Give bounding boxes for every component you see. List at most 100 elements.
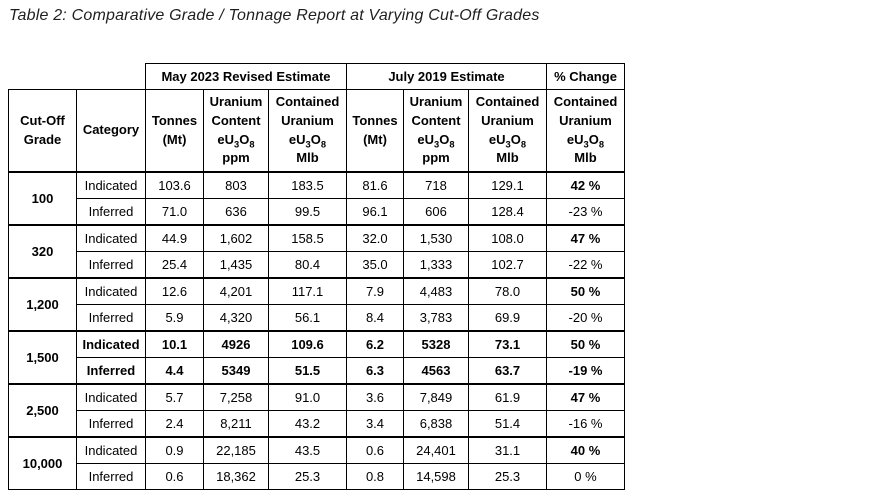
- data-cell: 3,783: [403, 304, 469, 332]
- data-cell: 606: [403, 198, 469, 226]
- table-row: 1,500 Indicated 10.1 4926 109.6 6.2 5328 73.1 50…: [8, 330, 625, 385]
- data-cell: 109.6: [268, 330, 347, 358]
- data-cell: 14,598: [403, 463, 469, 490]
- data-cell: 25.4: [145, 251, 204, 279]
- data-cell: 129.1: [468, 171, 547, 199]
- column-group-header: May 2023 Revised Estimate: [145, 63, 347, 90]
- table-row: 100 Indicated 103.6 803 183.5 81.6 718 129.1 42 …: [8, 171, 625, 226]
- cutoff-grade-cell: 320: [8, 224, 77, 279]
- data-cell: 32.0: [346, 224, 404, 252]
- data-cell: 3.4: [346, 410, 404, 438]
- category-cell: Inferred: [76, 410, 146, 438]
- data-cell: 158.5: [268, 224, 347, 252]
- data-cell: 61.9: [468, 383, 547, 411]
- data-cell: 99.5: [268, 198, 347, 226]
- data-cell: 71.0: [145, 198, 204, 226]
- data-cell: 63.7: [468, 357, 547, 385]
- data-cell: 51.4: [468, 410, 547, 438]
- data-cell: 18,362: [203, 463, 269, 490]
- data-cell: 4563: [403, 357, 469, 385]
- table-body: 100 Indicated 103.6 803 183.5 81.6 718 129.1 42 …: [8, 171, 625, 490]
- data-cell: 8,211: [203, 410, 269, 438]
- column-group-header: July 2019 Estimate: [346, 63, 547, 90]
- data-cell: 69.9: [468, 304, 547, 332]
- percent-change-cell: -16 %: [546, 410, 625, 438]
- data-cell: 1,530: [403, 224, 469, 252]
- data-cell: 35.0: [346, 251, 404, 279]
- data-cell: 78.0: [468, 277, 547, 305]
- table-row: 320 Indicated 44.9 1,602 158.5 32.0 1,530 108.0…: [8, 224, 625, 279]
- data-cell: 3.6: [346, 383, 404, 411]
- percent-change-cell: 50 %: [546, 330, 625, 358]
- data-cell: 4,483: [403, 277, 469, 305]
- data-cell: 102.7: [468, 251, 547, 279]
- header-spacer: [8, 63, 146, 90]
- category-cell: Indicated: [76, 436, 146, 464]
- table-head: May 2023 Revised Estimate July 2019 Estim…: [8, 63, 625, 173]
- column-group-header: % Change: [546, 63, 625, 90]
- table-row: Inferred 5.9 4,320 56.1 8.4 3,783 69.9 -20 %: [9, 304, 625, 332]
- category-cell: Inferred: [76, 251, 146, 279]
- column-header: Uranium Content eU3O8 ppm: [203, 89, 269, 173]
- data-cell: 1,602: [203, 224, 269, 252]
- data-cell: 43.2: [268, 410, 347, 438]
- column-header: Category: [76, 89, 146, 173]
- category-cell: Inferred: [76, 304, 146, 332]
- data-cell: 96.1: [346, 198, 404, 226]
- data-cell: 183.5: [268, 171, 347, 199]
- percent-change-cell: 40 %: [546, 436, 625, 464]
- table-row: 1,200 Indicated 12.6 4,201 117.1 7.9 4,483 78.0…: [8, 277, 625, 332]
- cutoff-grade-cell: 1,500: [8, 330, 77, 385]
- table-row: Inferred 0.6 18,362 25.3 0.8 14,598 25.3 0 %: [9, 463, 625, 490]
- data-cell: 7,258: [203, 383, 269, 411]
- data-cell: 6,838: [403, 410, 469, 438]
- data-cell: 2.4: [145, 410, 204, 438]
- category-cell: Inferred: [76, 198, 146, 226]
- percent-change-cell: 0 %: [546, 463, 625, 490]
- data-cell: 4926: [203, 330, 269, 358]
- column-header: Tonnes (Mt): [346, 89, 404, 173]
- data-cell: 44.9: [145, 224, 204, 252]
- data-cell: 718: [403, 171, 469, 199]
- percent-change-cell: 47 %: [546, 224, 625, 252]
- data-cell: 0.6: [346, 436, 404, 464]
- category-cell: Indicated: [76, 277, 146, 305]
- data-cell: 10.1: [145, 330, 204, 358]
- data-cell: 6.2: [346, 330, 404, 358]
- table-row: Inferred 2.4 8,211 43.2 3.4 6,838 51.4 -16 %: [9, 410, 625, 438]
- category-cell: Indicated: [76, 330, 146, 358]
- data-cell: 1,333: [403, 251, 469, 279]
- data-cell: 24,401: [403, 436, 469, 464]
- data-cell: 73.1: [468, 330, 547, 358]
- data-cell: 4,201: [203, 277, 269, 305]
- data-cell: 4,320: [203, 304, 269, 332]
- percent-change-cell: -22 %: [546, 251, 625, 279]
- data-cell: 0.9: [145, 436, 204, 464]
- column-header: Uranium Content eU3O8 ppm: [403, 89, 469, 173]
- cutoff-grade-cell: 2,500: [8, 383, 77, 438]
- table-row: 10,000 Indicated 0.9 22,185 43.5 0.6 24,401 31.…: [8, 436, 625, 490]
- data-cell: 12.6: [145, 277, 204, 305]
- category-cell: Inferred: [76, 357, 146, 385]
- data-cell: 803: [203, 171, 269, 199]
- cutoff-grade-cell: 100: [8, 171, 77, 226]
- table-row: Inferred 4.4 5349 51.5 6.3 4563 63.7 -19 %: [9, 357, 625, 385]
- data-cell: 91.0: [268, 383, 347, 411]
- data-cell: 108.0: [468, 224, 547, 252]
- category-cell: Inferred: [76, 463, 146, 490]
- cutoff-grade-cell: 1,200: [8, 277, 77, 332]
- data-cell: 81.6: [346, 171, 404, 199]
- data-cell: 80.4: [268, 251, 347, 279]
- table-title: Table 2: Comparative Grade / Tonnage Rep…: [9, 7, 540, 24]
- data-cell: 636: [203, 198, 269, 226]
- table-row: Inferred 71.0 636 99.5 96.1 606 128.4 -23 %: [9, 198, 625, 226]
- column-header: Contained Uranium eU3O8 Mlb: [546, 89, 625, 173]
- data-cell: 0.8: [346, 463, 404, 490]
- data-cell: 56.1: [268, 304, 347, 332]
- category-cell: Indicated: [76, 171, 146, 199]
- percent-change-cell: -23 %: [546, 198, 625, 226]
- column-header: Contained Uranium eU3O8 Mlb: [468, 89, 547, 173]
- data-cell: 5.7: [145, 383, 204, 411]
- grade-tonnage-table: May 2023 Revised Estimate July 2019 Estim…: [8, 63, 625, 490]
